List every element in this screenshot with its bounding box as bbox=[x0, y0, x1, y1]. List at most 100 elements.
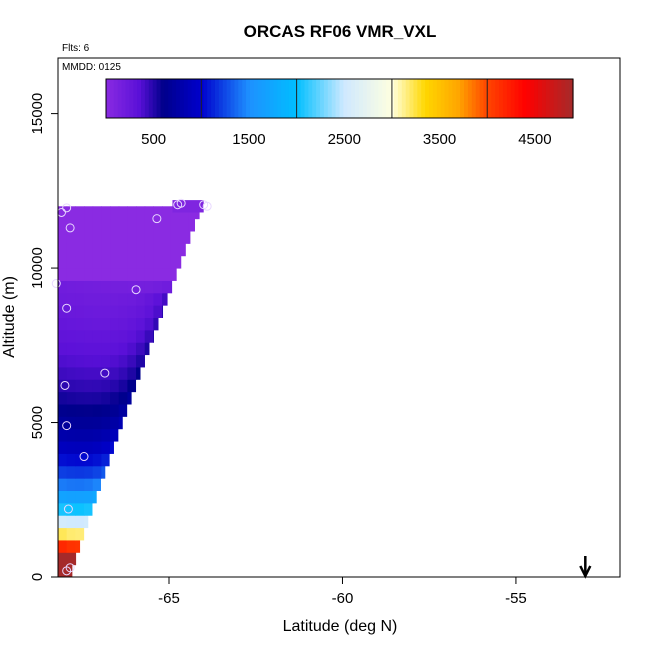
colorbar-segment bbox=[436, 79, 442, 118]
heatmap-cell bbox=[136, 354, 145, 368]
colorbar-segment bbox=[499, 79, 504, 118]
colorbar-segment bbox=[452, 79, 457, 118]
heatmap-cell bbox=[84, 379, 94, 393]
heatmap-cell bbox=[144, 342, 150, 356]
colorbar-tick-label: 4500 bbox=[518, 131, 551, 148]
heatmap-cell bbox=[75, 502, 85, 516]
heatmap-cell bbox=[110, 243, 120, 257]
colorbar-segment bbox=[440, 79, 446, 118]
heatmap-cell bbox=[58, 453, 68, 467]
heatmap-cell bbox=[66, 305, 76, 318]
colorbar-segment bbox=[187, 79, 193, 118]
date-note: MMDD: 0125 bbox=[62, 62, 121, 73]
heatmap-cell bbox=[110, 329, 120, 343]
heatmap-cell bbox=[179, 255, 182, 269]
colorbar-tick-label: 500 bbox=[141, 131, 166, 148]
heatmap-cell bbox=[75, 329, 85, 343]
heatmap-cell bbox=[84, 490, 94, 504]
heatmap-cell bbox=[118, 391, 128, 405]
heatmap-cell bbox=[101, 218, 111, 232]
colorbar-segment bbox=[491, 79, 496, 118]
colorbar-segment bbox=[327, 79, 333, 118]
colorbar-segment bbox=[549, 79, 555, 118]
heatmap-cell bbox=[66, 255, 76, 269]
heatmap-cell bbox=[153, 268, 163, 281]
colorbar-segment bbox=[300, 79, 306, 118]
colorbar-segment bbox=[242, 79, 247, 118]
colorbar-segment bbox=[464, 79, 469, 118]
colorbar-segment bbox=[479, 79, 485, 118]
heatmap-cell bbox=[118, 206, 128, 220]
heatmap-cell bbox=[58, 391, 68, 405]
colorbar-segment bbox=[397, 79, 403, 118]
heatmap-cell bbox=[170, 231, 180, 244]
colorbar-segment bbox=[526, 79, 531, 118]
heatmap-cell bbox=[75, 490, 85, 504]
x-axis: -65 -60 -55 bbox=[158, 577, 527, 607]
colorbar-tick-label: 2500 bbox=[328, 131, 361, 148]
heatmap-cell bbox=[110, 441, 114, 454]
colorbar-segment bbox=[121, 79, 127, 118]
colorbar-segment bbox=[565, 79, 570, 118]
heatmap-cell bbox=[127, 255, 137, 269]
heatmap-cell bbox=[66, 366, 76, 380]
y-tick-label: 10000 bbox=[29, 247, 46, 289]
colorbar-frame bbox=[105, 78, 574, 119]
heatmap-cell bbox=[110, 366, 120, 380]
colorbar-segment bbox=[378, 79, 383, 118]
heatmap-cell bbox=[153, 206, 163, 220]
sample-point bbox=[152, 214, 162, 224]
heatmap-cell bbox=[162, 255, 172, 269]
heatmap-cell bbox=[136, 255, 146, 269]
heatmap-cell bbox=[127, 329, 137, 343]
heatmap-cell bbox=[92, 379, 102, 393]
heatmap-cell bbox=[66, 243, 76, 257]
heatmap-cell bbox=[92, 453, 102, 467]
sample-point bbox=[62, 203, 72, 213]
colorbar-segment bbox=[467, 79, 473, 118]
colorbar-segment bbox=[172, 79, 177, 118]
heatmap-cell bbox=[101, 329, 111, 343]
colorbar-segment bbox=[281, 79, 286, 118]
heatmap-cell bbox=[144, 305, 154, 318]
colorbar-segment bbox=[156, 79, 162, 118]
colorbar-segment bbox=[475, 79, 481, 118]
colorbar-segment bbox=[179, 79, 185, 118]
colorbar-segment bbox=[125, 79, 130, 118]
heatmap-cell bbox=[144, 218, 154, 232]
heatmap-cell bbox=[58, 268, 68, 281]
heatmap-cell bbox=[92, 305, 102, 318]
heatmap-cell bbox=[110, 391, 120, 405]
colorbar-segment bbox=[370, 79, 376, 118]
heatmap-cell bbox=[66, 441, 76, 454]
y-tick-label: 5000 bbox=[29, 406, 46, 439]
heatmap-cell bbox=[84, 280, 94, 294]
colorbar-segment bbox=[456, 79, 461, 118]
colorbar: 500 1500 2500 3500 4500 bbox=[105, 78, 574, 148]
colorbar-segment bbox=[522, 79, 527, 118]
heatmap-cell bbox=[101, 391, 111, 405]
sample-point bbox=[100, 368, 110, 378]
heatmap-cell bbox=[92, 465, 102, 479]
heatmap-cell bbox=[188, 231, 191, 244]
heatmap-cell bbox=[92, 231, 102, 244]
heatmap-cell bbox=[58, 428, 68, 442]
heatmap-cell bbox=[58, 441, 68, 454]
heatmap-cell bbox=[153, 243, 163, 257]
colorbar-segment bbox=[164, 79, 169, 118]
colorbar-segment bbox=[226, 79, 232, 118]
heatmap-cell bbox=[144, 292, 154, 306]
colorbar-segment bbox=[304, 79, 309, 118]
heatmap-cell bbox=[58, 366, 68, 380]
heatmap-cell bbox=[118, 317, 128, 331]
colorbar-segment bbox=[514, 79, 520, 118]
heatmap-cell bbox=[118, 268, 128, 281]
heatmap-cell bbox=[170, 243, 180, 257]
colorbar-segment bbox=[382, 79, 387, 118]
heatmap-cell bbox=[66, 218, 76, 232]
heatmap-cell bbox=[162, 243, 172, 257]
heatmap-cell bbox=[170, 255, 180, 269]
heatmap-cell bbox=[153, 305, 163, 318]
heatmap-cell bbox=[84, 354, 94, 368]
colorbar-segment bbox=[417, 79, 422, 118]
